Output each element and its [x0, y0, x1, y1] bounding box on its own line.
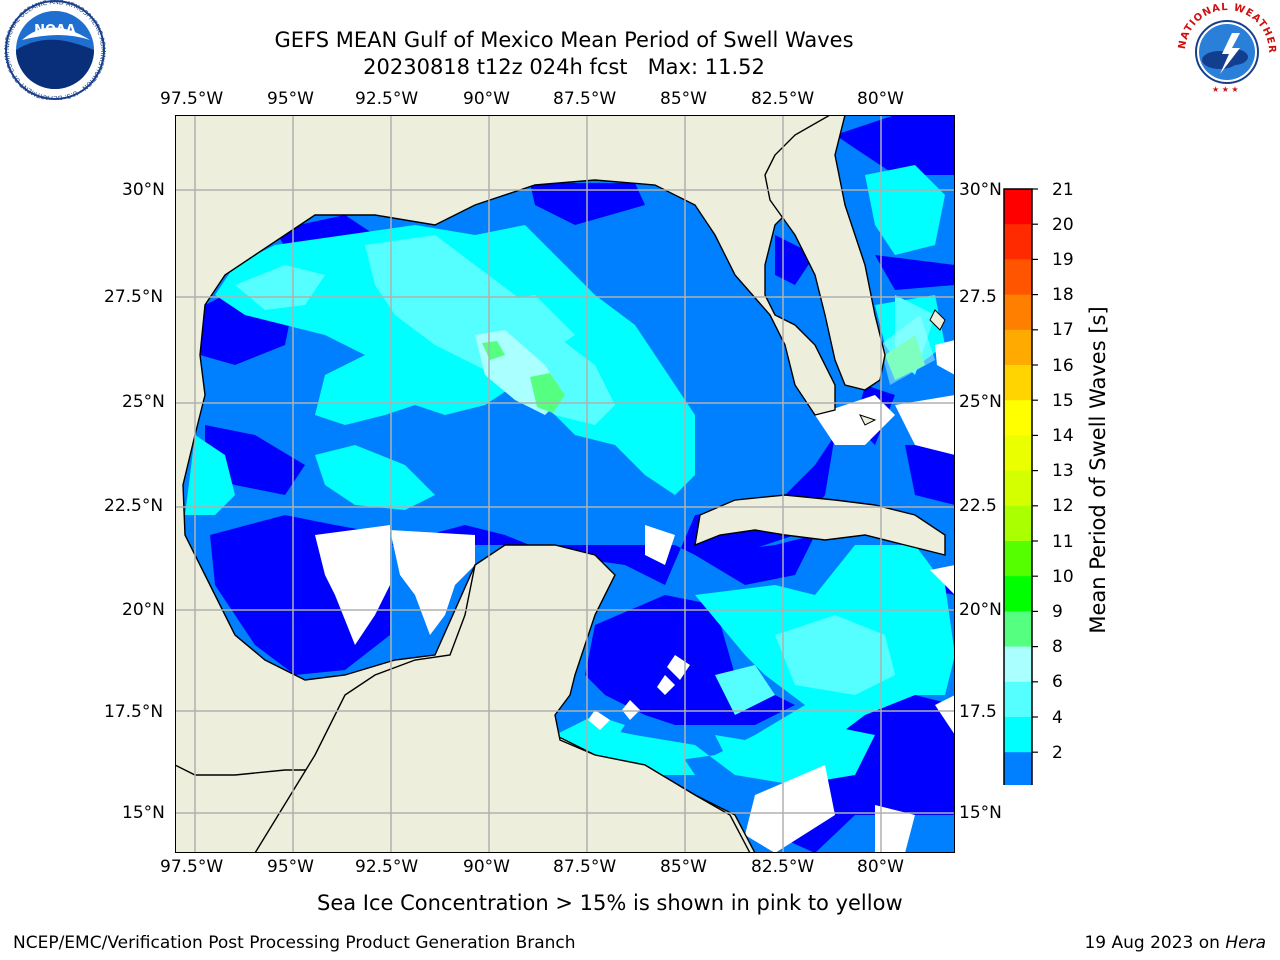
florida-peninsula [764, 114, 886, 391]
lat-tick-label: 17.5 [959, 702, 997, 722]
period-6s-regions [235, 235, 935, 715]
colorbar-segment [1004, 400, 1032, 436]
colorbar-segment [1004, 681, 1032, 718]
lon-tick-label: 82.5°W [751, 89, 815, 109]
lon-tick-label: 87.5°W [553, 857, 617, 877]
noaa-logo: NATIONAL OCEANIC AND ATMOSPHERIC ADMINIS… [0, 0, 110, 110]
colorbar-segment [1004, 470, 1032, 507]
colorbar-tick-label: 8 [1052, 637, 1063, 657]
chart-subtitle: 20230818 t12z 024h fcst Max: 11.52 [363, 55, 765, 79]
lon-tick-label: 80°W [857, 857, 904, 877]
lon-tick-label: 82.5°W [751, 857, 815, 877]
colorbar-tick-label: 4 [1052, 708, 1063, 728]
colorbar-segment [1004, 189, 1032, 225]
colorbar-tick-label: 15 [1052, 391, 1074, 411]
colorbar-tick-label: 14 [1052, 426, 1074, 446]
map-gridlines [175, 115, 955, 853]
colorbar-segment [1004, 541, 1032, 577]
colorbar-segment [1004, 752, 1032, 788]
lon-tick-label: 85°W [660, 89, 707, 109]
colorbar-tick-label: 18 [1052, 285, 1074, 305]
lat-tick-label: 25°N [959, 392, 1002, 412]
lon-tick-label: 95°W [267, 857, 314, 877]
noaa-logo-text: NOAA [34, 23, 76, 38]
cuba-land [694, 494, 946, 556]
svg-text:★ ★ ★: ★ ★ ★ [1212, 85, 1239, 94]
colorbar-segment [1004, 646, 1032, 683]
lon-tick-label: 92.5°W [355, 857, 419, 877]
colorbar-tick-label: 13 [1052, 461, 1074, 481]
colorbar-title: Mean Period of Swell Waves [s] [1086, 306, 1110, 634]
colorbar-segment [1004, 576, 1032, 612]
colorbar-tick-label: 2 [1052, 743, 1063, 763]
lat-tick-label: 20°N [122, 600, 165, 620]
colorbar-svg [1002, 188, 1038, 820]
colorbar-segment [1004, 224, 1032, 260]
lat-tick-label: 17.5°N [104, 702, 164, 722]
colorbar-tick-label: 19 [1052, 250, 1074, 270]
period-8s-regions [475, 315, 935, 415]
lon-tick-label: 97.5°W [160, 89, 224, 109]
lat-tick-label: 30°N [122, 180, 165, 200]
lon-tick-label: 85°W [660, 857, 707, 877]
lon-tick-label: 95°W [267, 89, 314, 109]
lat-tick-label: 25°N [122, 392, 165, 412]
nws-logo: NATIONAL WEATHER SERVICE ★ ★ ★ [1168, 0, 1280, 110]
colorbar-tick-label: 10 [1052, 567, 1074, 587]
lon-tick-label: 87.5°W [553, 89, 617, 109]
lon-tick-label: 97.5°W [160, 857, 224, 877]
colorbar-tick-label: 20 [1052, 215, 1074, 235]
machine-name: Hera [1225, 933, 1266, 953]
colorbar-segment [1004, 329, 1032, 366]
lon-tick-label: 90°W [463, 89, 510, 109]
missing-data-regions [315, 340, 955, 853]
colorbar-tick-label: 17 [1052, 320, 1074, 340]
colorbar-segment [1004, 294, 1032, 331]
islands [859, 309, 946, 426]
colorbar-segment [1004, 505, 1032, 542]
lon-tick-label: 80°W [857, 89, 904, 109]
colorbar-tick-label: 11 [1052, 532, 1074, 552]
run-date: 19 Aug 2023 on Hera [1084, 933, 1266, 953]
lat-tick-label: 15°N [122, 803, 165, 823]
lat-tick-label: 22.5°N [104, 496, 164, 516]
lat-tick-label: 22.5 [959, 496, 997, 516]
colorbar [1000, 185, 1050, 820]
colorbar-segment [1004, 717, 1032, 753]
chart-title: GEFS MEAN Gulf of Mexico Mean Period of … [274, 28, 854, 52]
yucatan-land [253, 544, 752, 854]
lat-tick-label: 15°N [959, 803, 1002, 823]
colorbar-tick-label: 6 [1052, 672, 1063, 692]
run-date-text: 19 Aug 2023 on [1084, 933, 1226, 953]
colorbar-segment [1004, 611, 1032, 648]
colorbar-tick-label: 16 [1052, 356, 1074, 376]
period-4s-regions [185, 165, 955, 785]
map-svg [174, 114, 956, 854]
colorbar-tick-label: 9 [1052, 602, 1063, 622]
lat-tick-label: 20°N [959, 600, 1002, 620]
lat-tick-label: 27.5°N [104, 287, 164, 307]
colorbar-segment [1004, 365, 1032, 401]
lon-tick-label: 92.5°W [355, 89, 419, 109]
colorbar-segment [1004, 435, 1032, 472]
colorbar-tick-label: 12 [1052, 496, 1074, 516]
lon-tick-label: 90°W [463, 857, 510, 877]
sea-ice-note: Sea Ice Concentration > 15% is shown in … [317, 891, 903, 915]
map-plot [174, 114, 956, 854]
colorbar-tick-label: 21 [1052, 180, 1074, 200]
lat-tick-label: 27.5 [959, 287, 997, 307]
colorbar-segment [1004, 259, 1032, 296]
lat-tick-label: 30°N [959, 180, 1002, 200]
credit-line: NCEP/EMC/Verification Post Processing Pr… [13, 933, 576, 953]
